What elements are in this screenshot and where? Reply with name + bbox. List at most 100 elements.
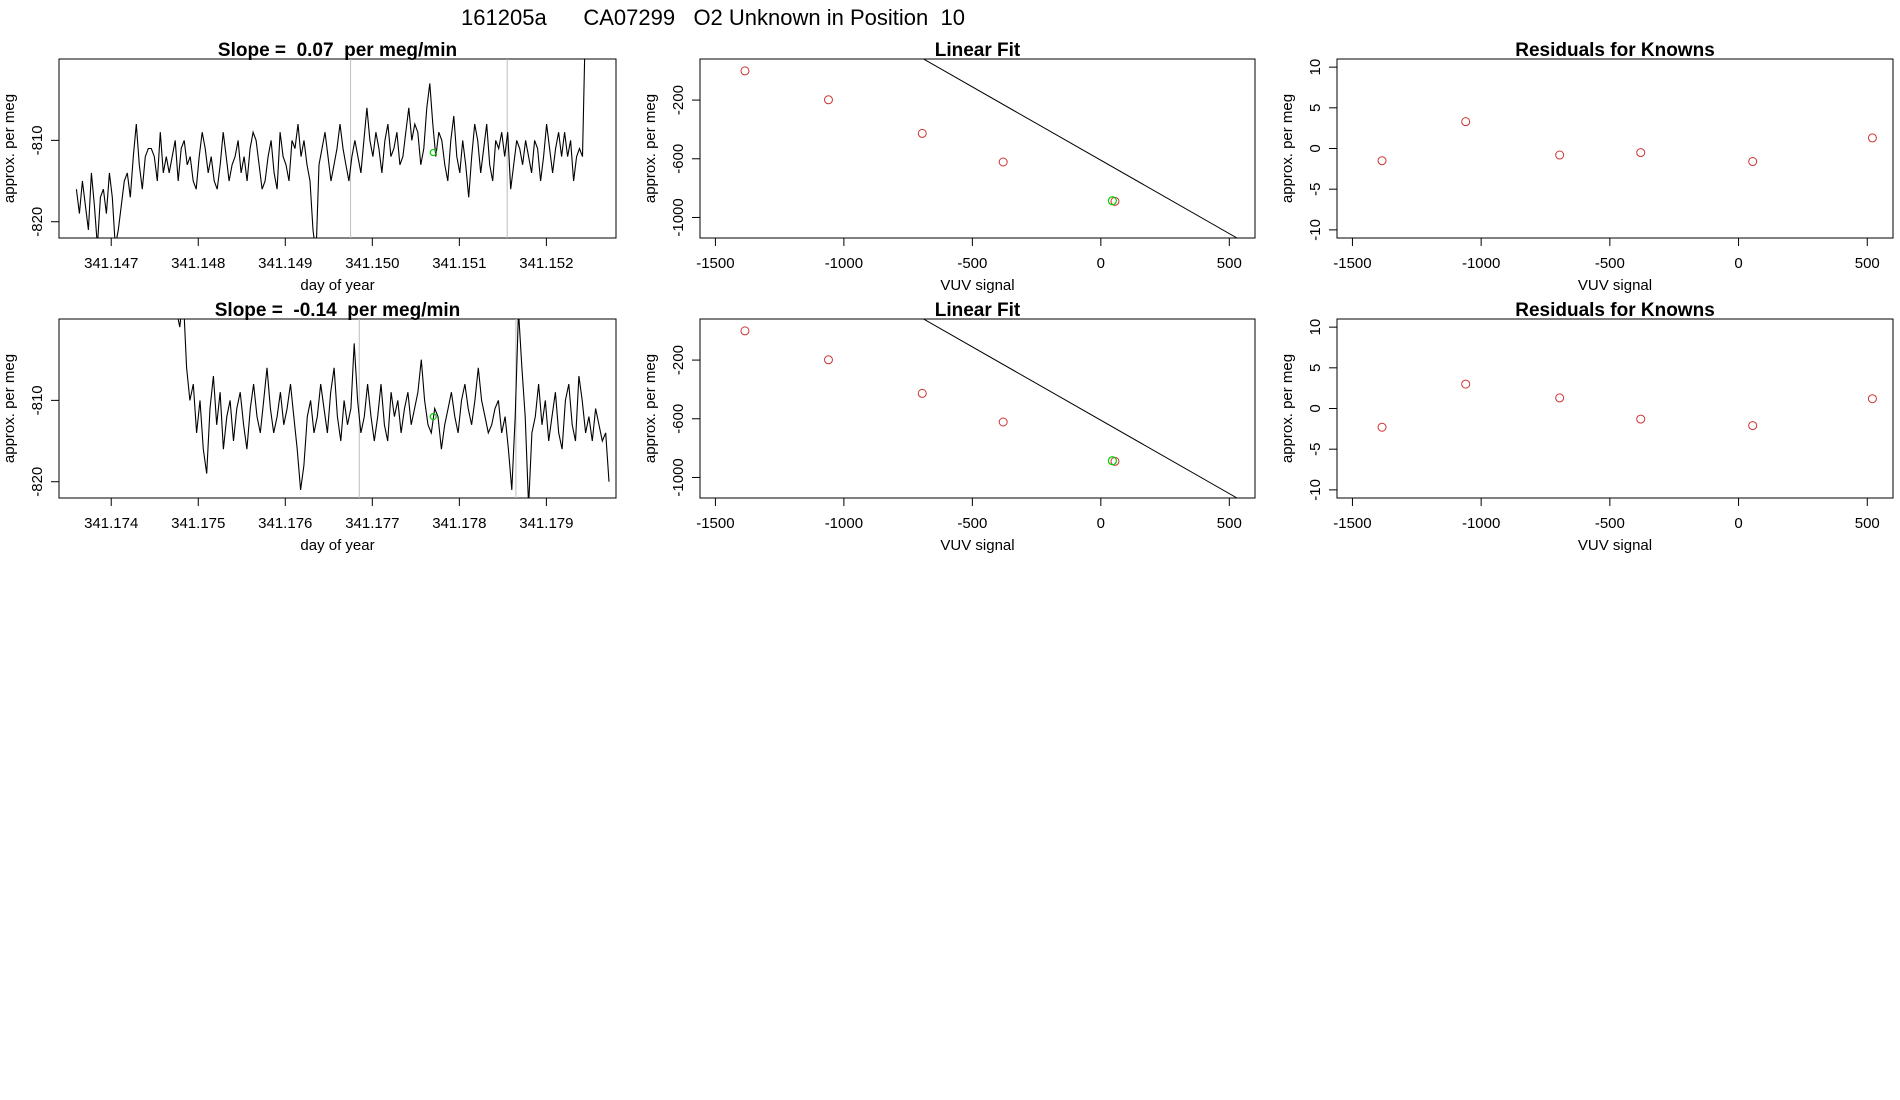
known-point (1636, 414, 1646, 424)
chart-title: Slope = 0.07 per meg/min (218, 40, 457, 61)
x-tick-label: -1500 (1333, 255, 1371, 272)
plot-area (1377, 379, 1877, 432)
chart-title: Linear Fit (935, 300, 1021, 321)
plot-frame (58, 58, 617, 239)
x-tick-label: -1500 (696, 255, 734, 272)
known-point (1230, 240, 1238, 248)
known-point (740, 66, 750, 76)
known-point (1555, 150, 1565, 160)
x-tick-label: 500 (1855, 255, 1880, 272)
plot-frame (1336, 318, 1894, 499)
y-tick-label: -820 (29, 207, 46, 237)
y-axis-label: approx. per meg (1279, 354, 1296, 463)
known-point (1636, 148, 1646, 158)
plot-frame (58, 318, 617, 499)
x-tick-label: 341.147 (84, 255, 138, 272)
unknown-point (1107, 456, 1117, 466)
x-tick-label: 341.148 (171, 255, 225, 272)
y-tick-label: 0 (1307, 404, 1324, 412)
x-tick-label: -500 (1595, 515, 1625, 532)
known-point (823, 95, 833, 105)
panel-ts1: Slope = 0.07 per meg/min day of year appro… (1, 40, 617, 294)
x-tick-label: -1000 (1462, 515, 1500, 532)
x-tick-label: -500 (1595, 255, 1625, 272)
known-point (1748, 421, 1758, 431)
y-tick-label: -200 (670, 345, 687, 375)
known-point (1461, 117, 1471, 127)
y-tick-label: -810 (29, 125, 46, 155)
y-tick-label: -1000 (670, 458, 687, 496)
known-point (1867, 394, 1877, 404)
panel-fit1: Linear Fit VUV signal approx. per meg -1500… (642, 40, 1256, 294)
series-line (177, 319, 610, 498)
y-axis-label: approx. per meg (1279, 94, 1296, 203)
series-line (75, 59, 586, 238)
x-tick-label: 341.174 (84, 515, 138, 532)
plot-area (1377, 117, 1877, 167)
known-point (998, 157, 1008, 167)
x-tick-label: 0 (1097, 255, 1105, 272)
x-tick-label: 500 (1217, 255, 1242, 272)
x-tick-label: 341.177 (345, 515, 399, 532)
y-tick-label: -5 (1307, 183, 1324, 196)
known-point (740, 326, 750, 336)
x-tick-label: 341.178 (432, 515, 486, 532)
x-tick-label: 500 (1855, 515, 1880, 532)
x-tick-label: -1000 (825, 255, 863, 272)
x-tick-label: 500 (1217, 515, 1242, 532)
chart-title: Slope = -0.14 per meg/min (215, 300, 461, 321)
x-tick-label: 341.152 (519, 255, 573, 272)
x-axis-label: VUV signal (940, 277, 1014, 294)
panel-res1: Residuals for Knowns VUV signal approx. pe… (1279, 40, 1894, 294)
y-axis-label: approx. per meg (1, 94, 18, 203)
unknown-point (429, 148, 437, 157)
panel-fit2: Linear Fit VUV signal approx. per meg -1500… (642, 300, 1256, 554)
fit-line (922, 319, 1238, 498)
fit-line (922, 59, 1238, 238)
x-tick-label: 341.149 (258, 255, 312, 272)
page-title: 161205a CA07299 O2 Unknown in Position 1… (461, 5, 965, 30)
y-tick-label: -200 (670, 85, 687, 115)
plot-area (75, 59, 586, 238)
chart-title: Residuals for Knowns (1515, 300, 1715, 321)
known-point (823, 355, 833, 365)
x-tick-label: -1500 (696, 515, 734, 532)
x-tick-label: 0 (1734, 515, 1742, 532)
unknown-point (429, 413, 437, 421)
known-point (1461, 379, 1471, 389)
x-tick-label: 341.151 (432, 255, 486, 272)
plot-area (177, 319, 610, 498)
x-tick-label: -1500 (1333, 515, 1371, 532)
y-tick-label: 5 (1307, 104, 1324, 112)
chart-title: Residuals for Knowns (1515, 40, 1715, 61)
y-tick-label: -10 (1307, 219, 1324, 241)
y-tick-label: -1000 (670, 198, 687, 236)
chart-title: Linear Fit (935, 40, 1021, 61)
plot-frame (699, 318, 1256, 499)
x-axis-label: day of year (300, 537, 374, 554)
y-tick-label: -820 (29, 467, 46, 497)
plot-frame (1336, 58, 1894, 239)
plot-area (740, 319, 1238, 498)
x-tick-label: -500 (957, 255, 987, 272)
panel-ts2: Slope = -0.14 per meg/min day of year appr… (1, 300, 617, 554)
plot-frame (699, 58, 1256, 239)
y-tick-label: -10 (1307, 479, 1324, 501)
x-axis-label: day of year (300, 277, 374, 294)
known-point (1377, 156, 1387, 166)
x-axis-label: VUV signal (1578, 537, 1652, 554)
y-tick-label: -810 (29, 385, 46, 415)
unknown-point (1107, 196, 1117, 206)
x-tick-label: 341.150 (345, 255, 399, 272)
known-point (917, 388, 927, 398)
y-tick-label: -5 (1307, 443, 1324, 456)
y-tick-label: 0 (1307, 144, 1324, 152)
y-tick-label: 5 (1307, 364, 1324, 372)
known-point (1377, 422, 1387, 432)
y-axis-label: approx. per meg (1, 354, 18, 463)
panels: Slope = 0.07 per meg/min day of year appro… (1, 40, 1894, 554)
y-tick-label: -600 (670, 404, 687, 434)
x-axis-label: VUV signal (1578, 277, 1652, 294)
known-point (998, 417, 1008, 427)
